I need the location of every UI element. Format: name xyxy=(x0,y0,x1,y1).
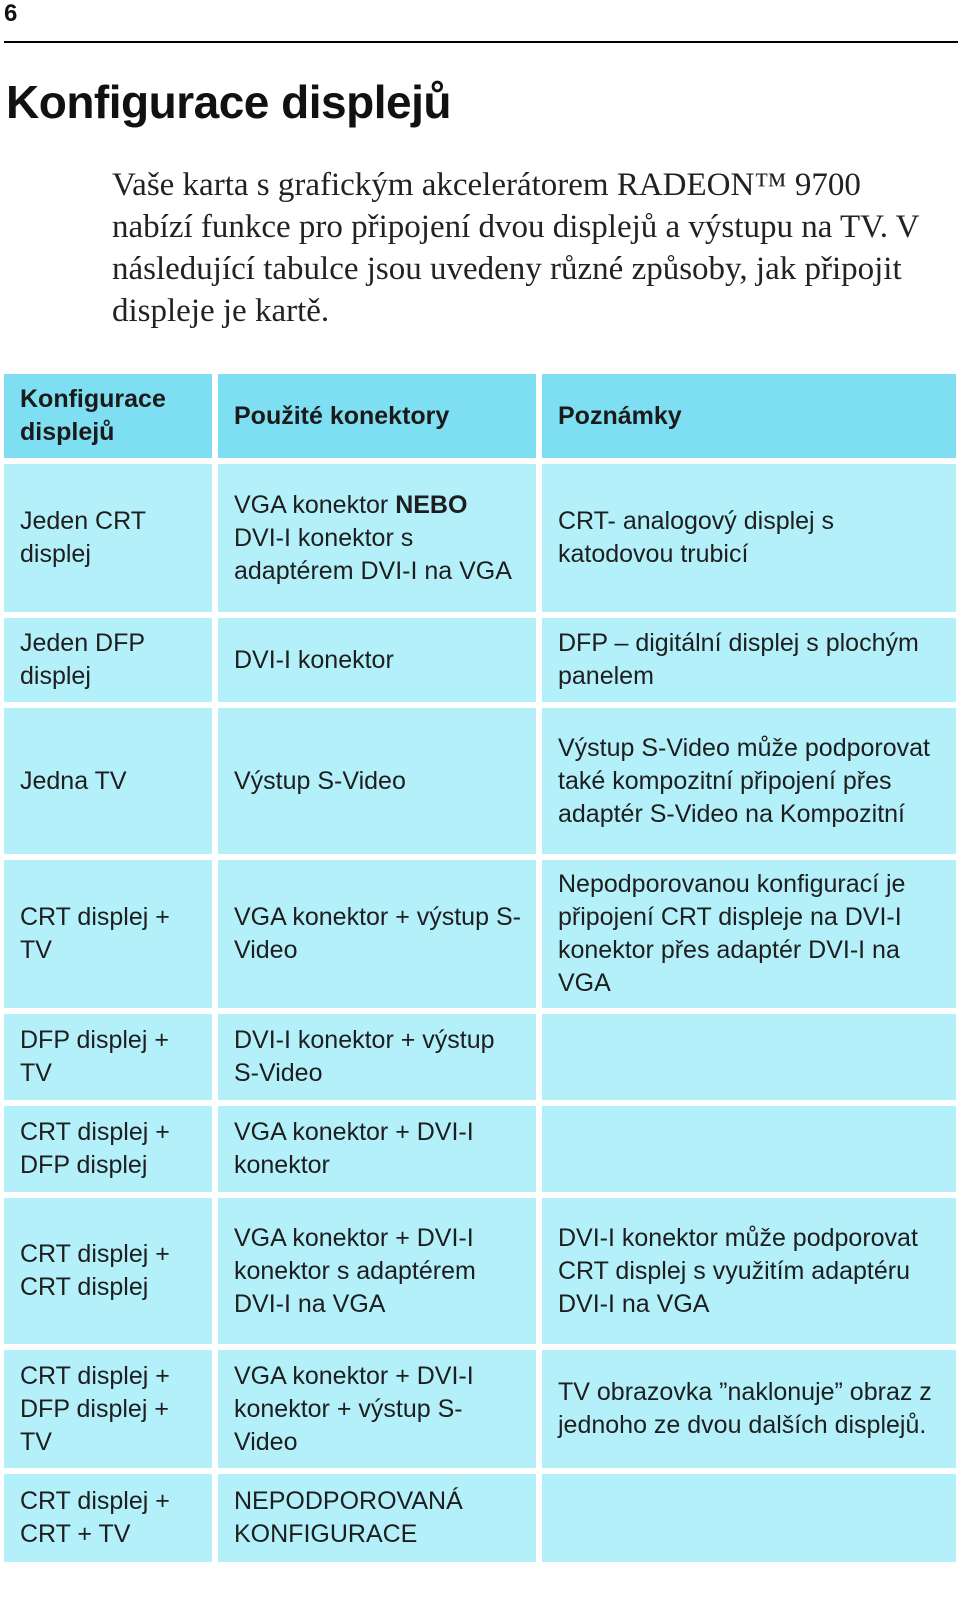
row-2-config: Jeden DFP displej xyxy=(4,618,212,702)
row-1-connectors-part-a: VGA konektor xyxy=(234,490,396,519)
row-2-connectors: DVI-I konektor xyxy=(218,618,536,702)
row-5-notes xyxy=(542,1014,956,1100)
row-7-config: CRT displej + CRT displej xyxy=(4,1198,212,1344)
row-2-notes: DFP – digitální displej s plochým panele… xyxy=(542,618,956,702)
page-number: 6 xyxy=(4,0,18,27)
row-4-config: CRT displej + TV xyxy=(4,860,212,1008)
row-1-notes: CRT- analogový displej s katodovou trubi… xyxy=(542,464,956,612)
row-6-connectors: VGA konektor + DVI-I konektor xyxy=(218,1106,536,1192)
row-6-notes xyxy=(542,1106,956,1192)
row-5-config: DFP displej + TV xyxy=(4,1014,212,1100)
display-configuration-table: Konfigurace displejů Použité konektory P… xyxy=(4,374,956,1600)
row-1-connectors-part-b: DVI-I konektor s adaptérem DVI-I na VGA xyxy=(234,523,512,585)
row-9-config: CRT displej + CRT + TV xyxy=(4,1474,212,1562)
header-notes: Poznámky xyxy=(542,374,956,458)
row-8-notes: TV obrazovka ”naklonuje” obraz z jednoho… xyxy=(542,1350,956,1468)
row-1-config: Jeden CRT displej xyxy=(4,464,212,612)
row-3-connectors: Výstup S-Video xyxy=(218,708,536,854)
row-4-notes: Nepodporovanou konfigurací je připojení … xyxy=(542,860,956,1008)
row-1-connectors-or: NEBO xyxy=(395,490,468,519)
row-9-connectors: NEPODPOROVANÁ KONFIGURACE xyxy=(218,1474,536,1562)
header-config: Konfigurace displejů xyxy=(4,374,212,458)
row-3-notes: Výstup S-Video může podporovat také komp… xyxy=(542,708,956,854)
row-4-connectors: VGA konektor + výstup S-Video xyxy=(218,860,536,1008)
row-9-notes xyxy=(542,1474,956,1562)
row-1-connectors: VGA konektor NEBO DVI-I konektor s adapt… xyxy=(218,464,536,612)
row-7-connectors: VGA konektor + DVI-I konektor s adaptére… xyxy=(218,1198,536,1344)
page-title: Konfigurace displejů xyxy=(6,76,451,128)
row-5-connectors: DVI-I konektor + výstup S-Video xyxy=(218,1014,536,1100)
row-7-notes: DVI-I konektor může podporovat CRT displ… xyxy=(542,1198,956,1344)
row-8-connectors: VGA konektor + DVI-I konektor + výstup S… xyxy=(218,1350,536,1468)
intro-paragraph: Vaše karta s grafickým akcelerátorem RAD… xyxy=(112,167,919,329)
header-rule xyxy=(4,41,958,43)
row-6-config: CRT displej + DFP displej xyxy=(4,1106,212,1192)
row-3-config: Jedna TV xyxy=(4,708,212,854)
row-8-config: CRT displej + DFP displej + TV xyxy=(4,1350,212,1468)
header-connectors: Použité konektory xyxy=(218,374,536,458)
